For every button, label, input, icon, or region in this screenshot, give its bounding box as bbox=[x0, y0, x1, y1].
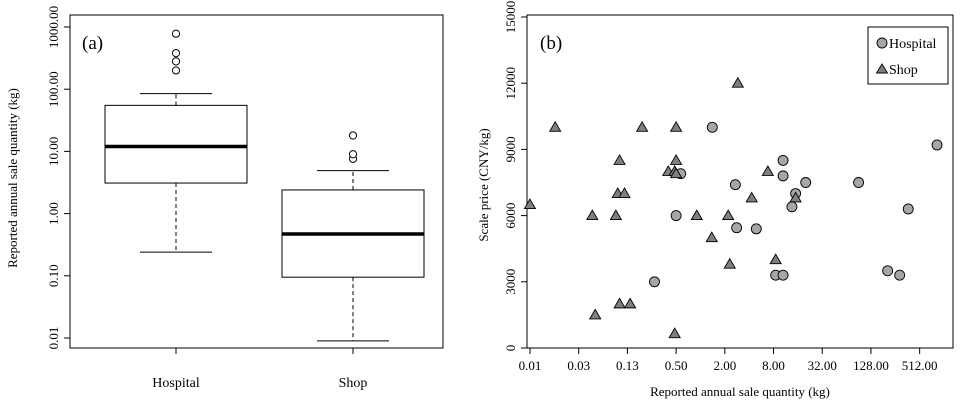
panel-b-y-axis: 0 3000 6000 9000 12000 15000 bbox=[503, 1, 527, 352]
point-hospital bbox=[786, 201, 798, 213]
legend: Hospital Shop bbox=[867, 26, 949, 85]
panel-a-x-tick-label: Hospital bbox=[152, 376, 200, 391]
outlier-point bbox=[348, 150, 358, 159]
panel-a-y-tick-label: 1.00 bbox=[46, 202, 61, 225]
point-shop bbox=[761, 165, 775, 176]
panel-b-x-tick-label: 8.00 bbox=[762, 358, 785, 373]
panel-a-y-tick-label: 0.10 bbox=[46, 264, 61, 287]
panel-a-y-tick-label: 10.00 bbox=[46, 137, 61, 166]
panel-b-y-tick-label: 12000 bbox=[503, 67, 518, 100]
panel-a-x-tick-label: Shop bbox=[339, 376, 368, 391]
point-shop bbox=[635, 120, 649, 132]
point-shop bbox=[586, 209, 599, 221]
panel-b-x-tick-label: 0.01 bbox=[519, 358, 542, 373]
box-hospital bbox=[104, 29, 248, 253]
legend-hospital-label: Hospital bbox=[889, 37, 937, 52]
panel-a-y-axis-label: Reported annual sale quantity (kg) bbox=[5, 88, 20, 268]
point-hospital bbox=[894, 269, 906, 281]
point-hospital bbox=[902, 203, 914, 215]
panel-b-y-tick-label: 0 bbox=[503, 345, 518, 352]
point-hospital bbox=[931, 139, 943, 151]
point-hospital bbox=[853, 177, 865, 188]
point-hospital bbox=[800, 177, 812, 188]
point-shop bbox=[623, 297, 637, 309]
point-shop bbox=[609, 209, 623, 221]
point-hospital bbox=[670, 210, 682, 222]
legend-box bbox=[867, 26, 949, 85]
panel-b-y-axis-label: Scale price (CNY/kg) bbox=[476, 128, 491, 241]
point-hospital bbox=[750, 223, 762, 235]
point-shop bbox=[745, 191, 758, 203]
point-hospital bbox=[777, 154, 789, 166]
point-hospital bbox=[777, 269, 789, 281]
panel-a-y-tick-label: 0.01 bbox=[46, 327, 61, 350]
point-shop bbox=[705, 231, 719, 243]
outlier-point bbox=[171, 57, 181, 66]
point-hospital bbox=[729, 179, 741, 191]
panel-a-y-axis: 0.01 0.10 1.00 10.00 100.00 1000.00 bbox=[46, 6, 70, 350]
point-shop bbox=[769, 253, 782, 265]
point-shop bbox=[723, 257, 737, 269]
panel-a-y-tick-label: 1000.00 bbox=[46, 6, 61, 48]
point-shop bbox=[548, 120, 562, 132]
panel-b-y-tick-label: 9000 bbox=[503, 136, 518, 162]
point-shop bbox=[721, 209, 735, 221]
box-shop bbox=[281, 131, 425, 342]
point-shop bbox=[668, 327, 681, 339]
point-hospital bbox=[777, 170, 789, 182]
outlier-point bbox=[348, 131, 358, 140]
point-shop bbox=[669, 120, 683, 132]
point-shop bbox=[588, 308, 602, 320]
panel-a-boxes bbox=[104, 29, 425, 342]
point-shop bbox=[613, 154, 626, 165]
panel-a-x-axis: Hospital Shop bbox=[152, 348, 367, 391]
point-shop bbox=[618, 187, 631, 198]
outlier-point bbox=[171, 66, 181, 75]
panel-b-frame bbox=[526, 14, 954, 349]
outlier-point bbox=[171, 49, 181, 58]
panel-b-points bbox=[523, 76, 943, 339]
panel-a-frame bbox=[69, 14, 444, 349]
point-shop bbox=[523, 198, 537, 210]
panel-b-x-tick-label: 0.50 bbox=[665, 358, 688, 373]
panel-b-x-tick-label: 0.13 bbox=[616, 358, 639, 373]
panel-a-boxplot: (a) Reported annual sale quantity (kg) 0… bbox=[5, 6, 444, 391]
panel-b-label: (b) bbox=[540, 33, 562, 54]
point-shop bbox=[731, 76, 745, 88]
iqr-box bbox=[104, 104, 248, 184]
panel-b-x-axis: 0.01 0.03 0.13 0.50 2.00 8.00 32.00 128.00 512.0… bbox=[519, 348, 938, 373]
outlier-point bbox=[171, 29, 181, 38]
point-hospital bbox=[649, 276, 660, 288]
point-shop bbox=[669, 154, 683, 165]
panel-b-y-tick-label: 15000 bbox=[503, 1, 518, 34]
panel-b-scatter: (b) Scale price (CNY/kg) Reported annual… bbox=[476, 1, 954, 399]
panel-b-y-tick-label: 6000 bbox=[503, 203, 518, 229]
panel-a-label: (a) bbox=[82, 33, 103, 54]
panel-b-x-tick-label: 512.00 bbox=[902, 358, 938, 373]
panel-b-x-axis-label: Reported annual sale quantity (kg) bbox=[650, 384, 830, 399]
legend-hospital-marker bbox=[876, 37, 888, 49]
point-hospital bbox=[882, 265, 894, 277]
point-shop bbox=[690, 209, 704, 221]
point-hospital bbox=[706, 121, 718, 133]
panel-b-x-tick-label: 2.00 bbox=[713, 358, 736, 373]
point-shop bbox=[669, 167, 683, 179]
point-shop bbox=[789, 191, 802, 203]
panel-b-x-tick-label: 128.00 bbox=[853, 358, 889, 373]
legend-shop-marker bbox=[875, 63, 889, 74]
panel-b-x-tick-label: 0.03 bbox=[567, 358, 590, 373]
point-hospital bbox=[731, 222, 743, 234]
point-shop bbox=[613, 297, 626, 309]
panel-a-y-tick-label: 100.00 bbox=[46, 71, 61, 107]
panel-b-x-tick-label: 32.00 bbox=[808, 358, 837, 373]
panel-b-y-tick-label: 3000 bbox=[503, 269, 518, 295]
legend-shop-label: Shop bbox=[889, 63, 918, 78]
